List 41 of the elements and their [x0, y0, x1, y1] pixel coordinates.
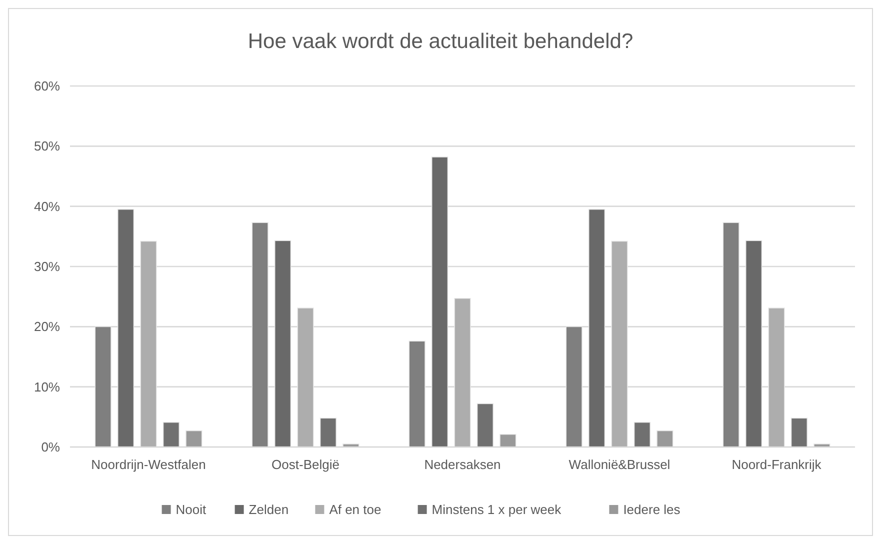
chart-title: Hoe vaak wordt de actualiteit behandeld?	[248, 30, 634, 53]
bar	[408, 340, 426, 448]
bar	[117, 208, 134, 448]
legend-label: Zelden	[248, 502, 289, 517]
bar	[431, 156, 448, 448]
y-tick-label: 50%	[34, 138, 60, 154]
bar	[611, 240, 628, 448]
x-tick-label: Wallonië&Brussel	[568, 457, 670, 472]
bar	[768, 308, 785, 448]
y-tick-label: 10%	[34, 379, 60, 394]
y-tick-label: 20%	[34, 319, 60, 334]
x-tick-label: Nedersaksen	[424, 457, 501, 472]
bar	[320, 418, 337, 448]
bar	[745, 240, 762, 448]
bar	[274, 240, 292, 448]
legend-label: Nooit	[176, 502, 207, 517]
legend-label: Af en toe	[329, 502, 382, 517]
y-tick-label: 0%	[41, 440, 60, 455]
bar	[94, 326, 112, 448]
x-tick-label: Noord-Frankrijk	[732, 457, 822, 472]
y-tick-label: 60%	[34, 78, 60, 94]
bar	[186, 430, 202, 448]
bar	[790, 418, 808, 448]
x-tick-label: Oost-België	[272, 457, 340, 472]
legend-label: Minstens 1 x per week	[432, 502, 562, 517]
bar	[454, 298, 471, 448]
bar	[588, 208, 606, 448]
bar	[297, 308, 314, 448]
bar	[634, 422, 651, 448]
bar	[722, 222, 740, 448]
y-tick-label: 40%	[34, 198, 60, 214]
bar	[252, 222, 268, 448]
bar	[162, 422, 180, 448]
bar	[500, 434, 516, 448]
bar	[566, 326, 582, 448]
bar	[476, 403, 494, 448]
x-tick-label: Noordrijn-Westfalen	[91, 457, 206, 472]
legend-label: Iedere les	[623, 502, 681, 517]
bar	[140, 240, 157, 448]
bar	[656, 430, 674, 448]
y-tick-label: 30%	[34, 259, 60, 274]
